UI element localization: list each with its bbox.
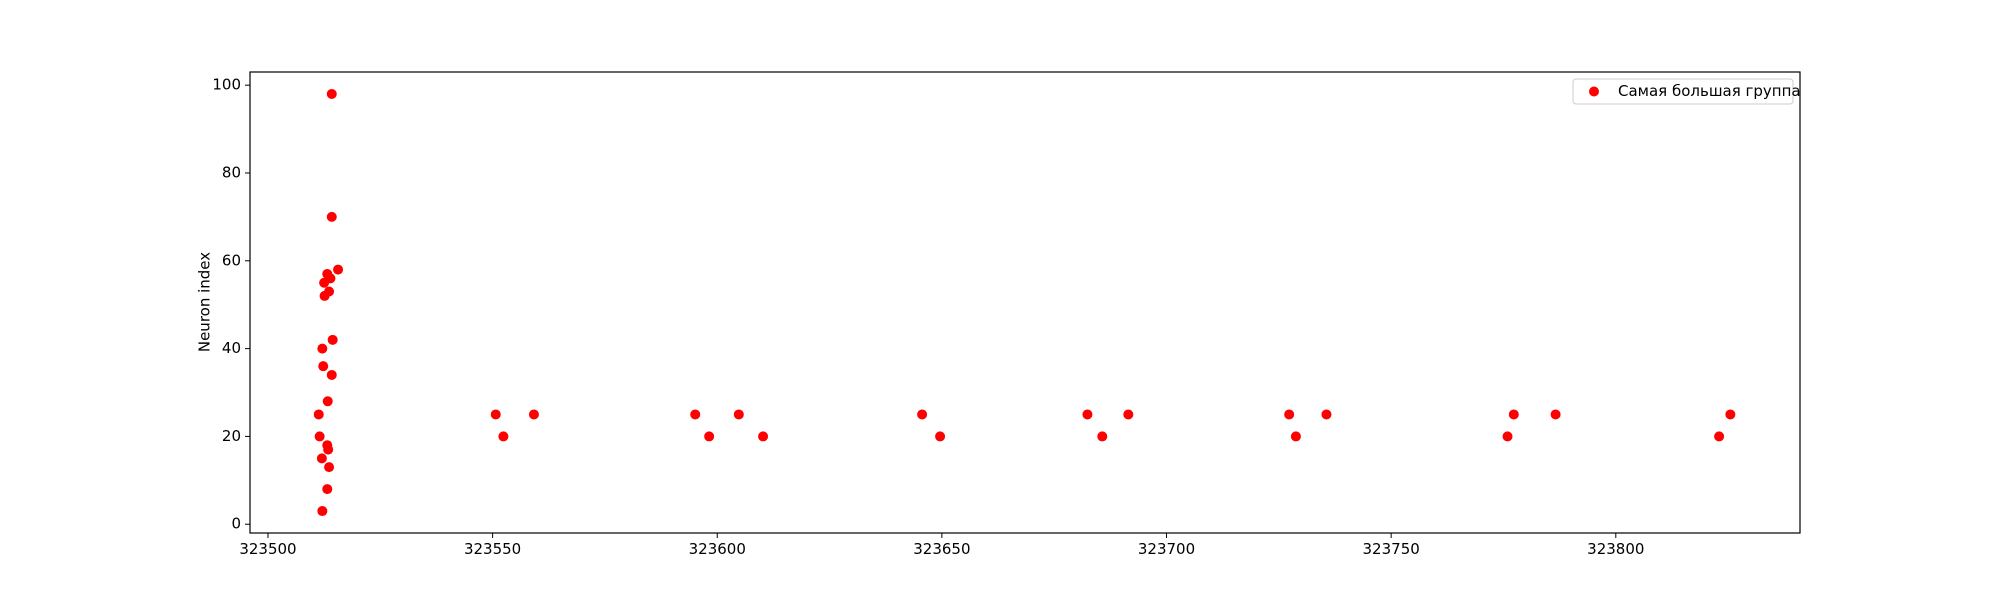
legend: Самая большая группа [1572,78,1801,105]
data-point [326,211,337,222]
data-points [313,88,1736,517]
data-point [316,453,327,464]
data-point [498,431,509,442]
x-tick-label: 323800 [1587,540,1644,558]
x-tick-label: 323700 [1138,540,1195,558]
data-point [1550,409,1561,420]
data-point [1714,431,1725,442]
x-tick-label: 323500 [239,540,296,558]
data-point [318,361,329,372]
data-point [1284,409,1295,420]
y-tick-label: 40 [222,339,241,357]
data-point [528,409,539,420]
data-point [322,396,333,407]
data-point [1290,431,1301,442]
y-tick-label: 0 [231,515,241,533]
data-point [704,431,715,442]
legend-label: Самая большая группа [1618,82,1801,100]
data-point [917,409,928,420]
y-tick-label: 60 [222,251,241,269]
x-tick-label: 323650 [913,540,970,558]
data-point [322,268,333,279]
data-point [324,286,335,297]
data-point [322,440,333,451]
y-tick-label: 20 [222,427,241,445]
data-point [1508,409,1519,420]
data-point [327,334,338,345]
data-point [326,88,337,99]
legend-box [1572,78,1794,105]
data-point [733,409,744,420]
data-point [1321,409,1332,420]
x-tick-label: 323750 [1363,540,1420,558]
y-axis: 0 20 40 60 80 100 [212,76,250,533]
data-point [1082,409,1093,420]
data-point [1502,431,1513,442]
data-point [490,409,501,420]
data-point [690,409,701,420]
data-point [317,343,328,354]
data-point [322,484,333,495]
data-point [1097,431,1108,442]
data-point [1725,409,1736,420]
y-tick-label: 100 [212,76,241,94]
data-point [333,264,344,275]
plot-area-frame [249,71,1801,534]
y-tick-label: 80 [222,163,241,181]
x-tick-label: 323600 [689,540,746,558]
data-point [1123,409,1134,420]
data-point [324,462,335,473]
data-point [314,431,325,442]
data-point [326,369,337,380]
data-point [313,409,324,420]
data-point [758,431,769,442]
data-point [317,506,328,517]
x-axis: 323500 323550 323600 323650 323700 323750 3238… [239,533,1644,558]
legend-marker-icon [1589,86,1599,97]
y-axis-label: Neuron index [196,252,214,352]
data-point [935,431,946,442]
x-tick-label: 323550 [464,540,521,558]
